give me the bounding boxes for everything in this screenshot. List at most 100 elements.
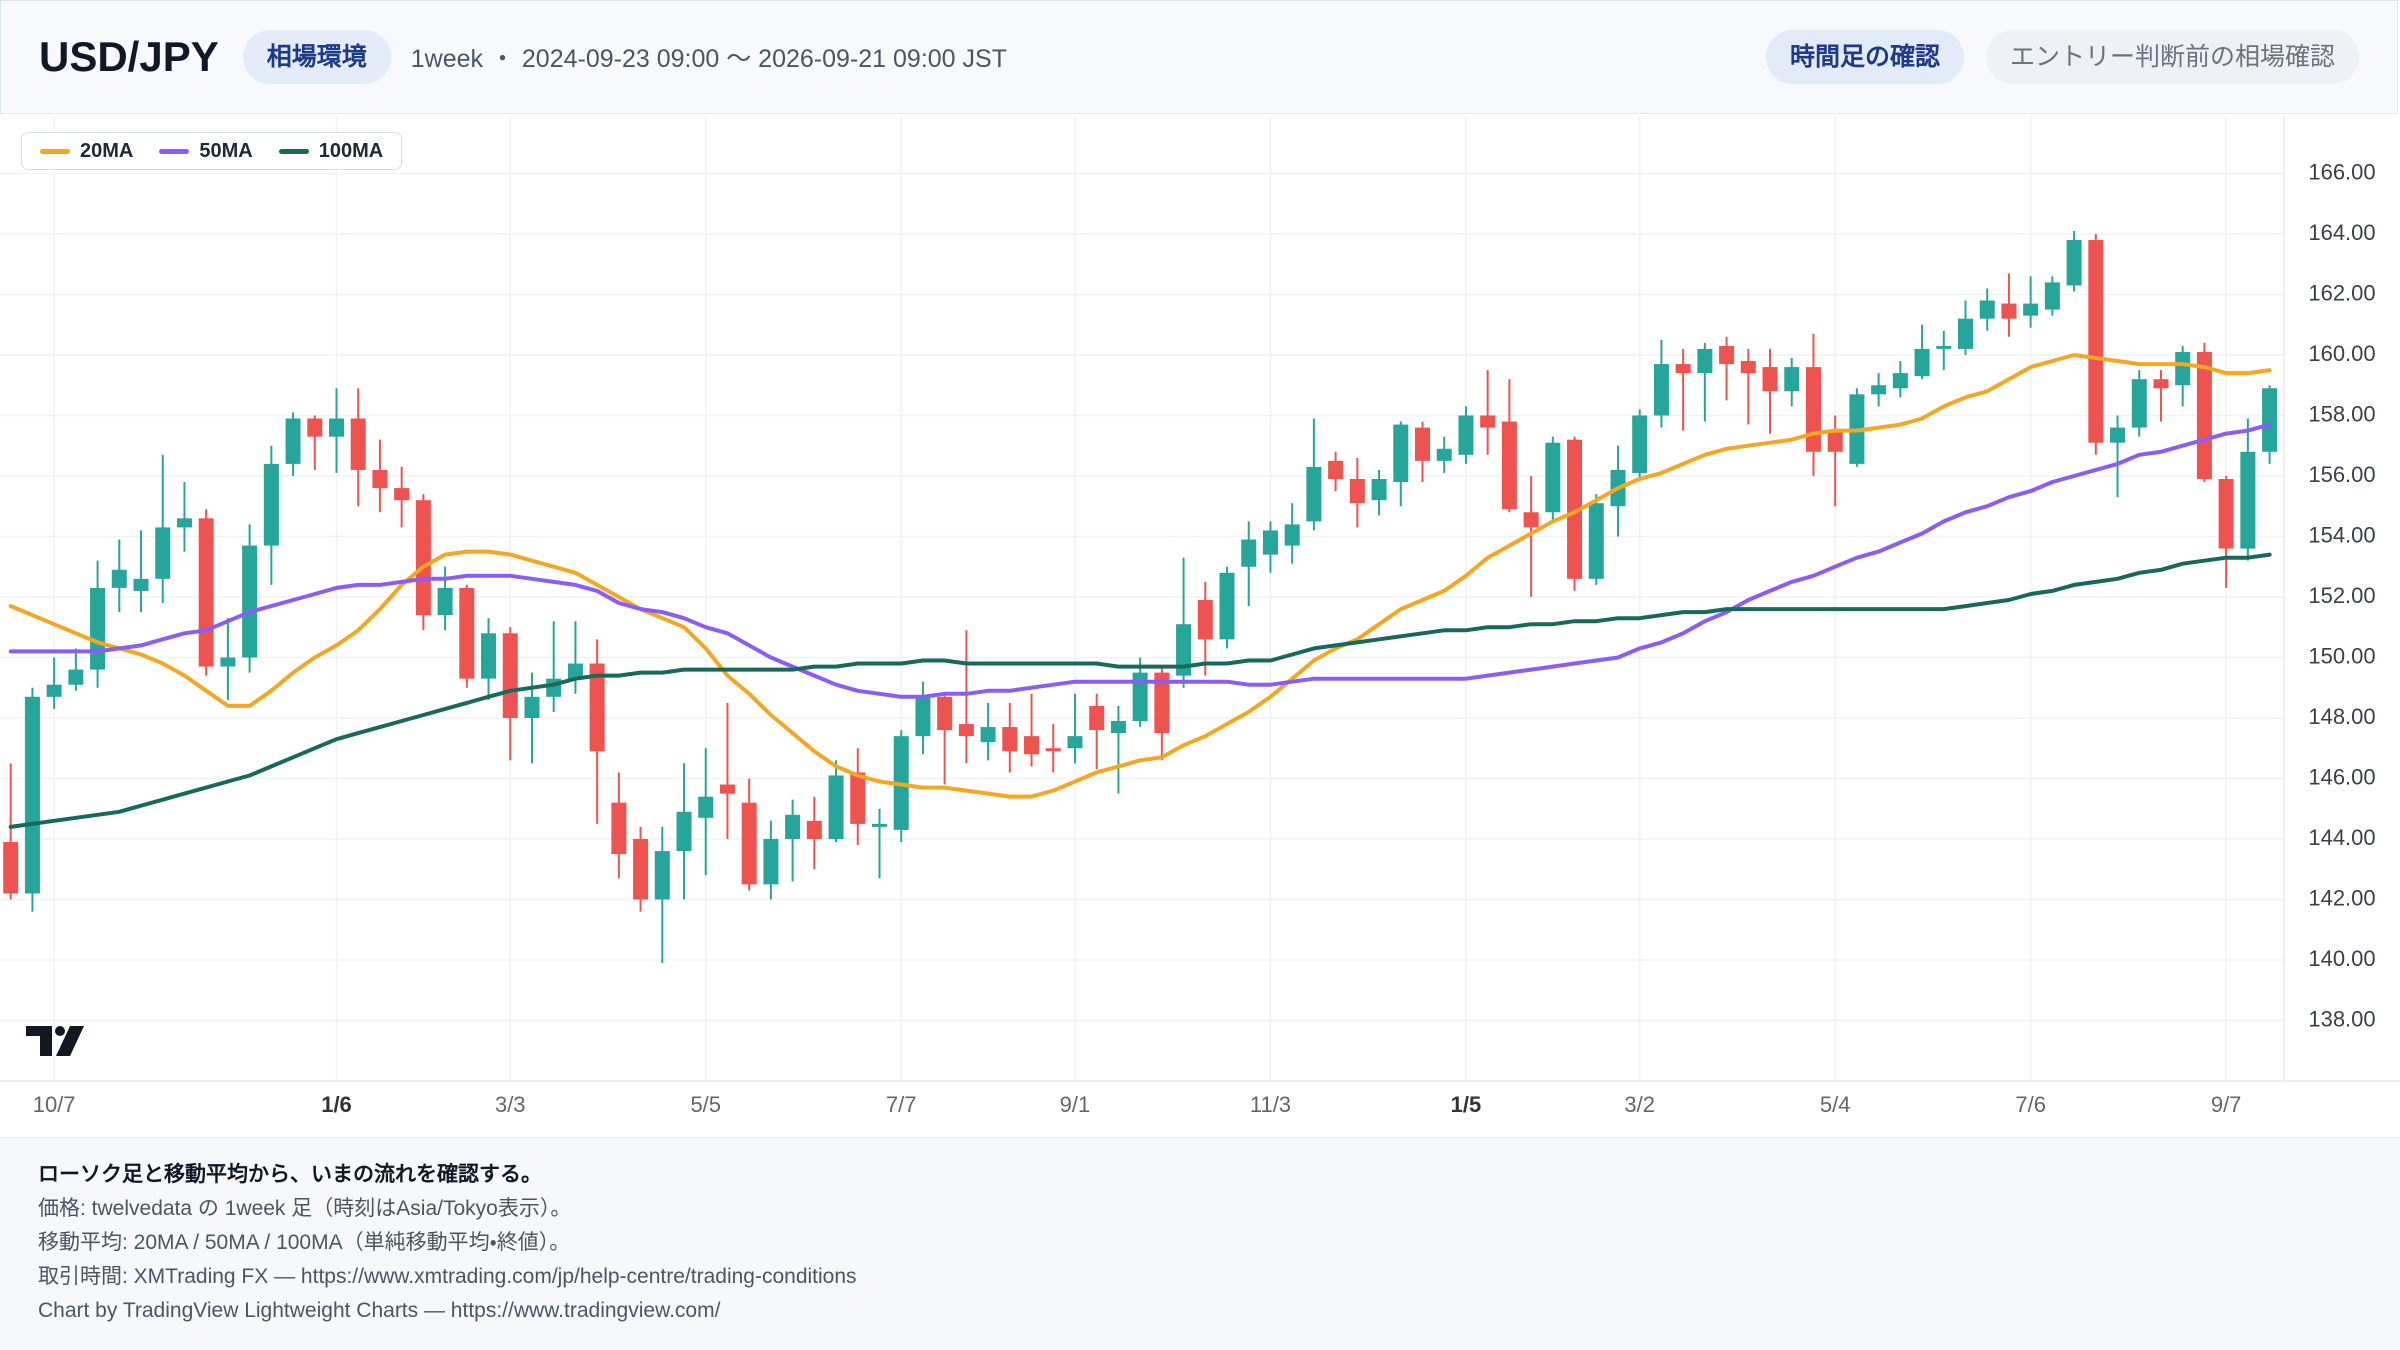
candle-body: [242, 545, 258, 658]
candle-body: [2110, 427, 2126, 443]
candle-body: [872, 823, 887, 827]
footer-line: 移動平均: 20MA / 50MA / 100MA（単純移動平均・終値）。: [38, 1231, 571, 1254]
x-tick-label: 1/6: [321, 1092, 352, 1117]
candle-body: [481, 633, 497, 679]
badge: 相場環境: [242, 30, 391, 84]
candle-body: [1089, 705, 1105, 731]
candle-body: [806, 820, 822, 839]
candle-body: [719, 784, 735, 794]
x-tick-label: 10/7: [33, 1092, 76, 1117]
y-tick-label: 142.00: [2308, 885, 2375, 910]
candle-body: [1632, 415, 1648, 473]
y-tick-label: 160.00: [2308, 341, 2375, 366]
candle-body: [1675, 364, 1691, 374]
candle-body: [2023, 303, 2039, 316]
candle-body: [1328, 460, 1344, 480]
ma-line: [8, 422, 2272, 699]
candle-body: [307, 418, 323, 437]
x-tick-label: 9/7: [2211, 1092, 2242, 1117]
candle-body: [1110, 721, 1126, 734]
ma-line: [8, 353, 2272, 799]
legend: 20MA 50MA 100MA: [21, 132, 403, 170]
y-tick-label: 138.00: [2308, 1006, 2375, 1031]
header: USD/JPY 相場環境 1week ・ 2024-09-23 09:00 〜 …: [0, 0, 2398, 114]
legend-item: 50MA: [159, 140, 253, 163]
tab[interactable]: 時間足の確認: [1765, 30, 1964, 84]
x-tick-label: 3/2: [1624, 1092, 1655, 1117]
y-tick-label: 144.00: [2308, 825, 2375, 850]
x-tick-label: 11/3: [1250, 1092, 1291, 1117]
candle-body: [1045, 748, 1061, 752]
candle-body: [2066, 240, 2082, 286]
candle-body: [1154, 672, 1170, 734]
candle-body: [2001, 303, 2017, 319]
y-tick-label: 158.00: [2308, 401, 2375, 426]
y-tick-label: 148.00: [2308, 704, 2375, 729]
candle-body: [1958, 318, 1973, 349]
candle-body: [90, 587, 106, 670]
candle-body: [850, 772, 866, 824]
candle-body: [176, 518, 192, 528]
candle-body: [111, 569, 127, 588]
y-tick-label: 154.00: [2308, 522, 2375, 547]
y-tick-label: 162.00: [2308, 280, 2375, 305]
candle-body: [1024, 736, 1040, 755]
footer-line: ローソク足と移動平均から、いまの流れを確認する。: [38, 1163, 542, 1186]
candle-body: [1002, 727, 1018, 752]
candle-body: [350, 418, 366, 470]
footer: ローソク足と移動平均から、いまの流れを確認する。 価格: twelvedata …: [0, 1137, 2400, 1350]
candle-body: [2175, 351, 2191, 386]
candle-body: [2044, 282, 2060, 310]
candle-body: [1762, 367, 1778, 392]
chart: 138.00 140.00 142.00 144.00 146.00 148.00 150.…: [0, 116, 2400, 1137]
x-tick-label: 5/4: [1820, 1092, 1851, 1117]
candle-body: [3, 842, 19, 894]
legend-swatch: [159, 148, 190, 154]
candle-body: [1262, 530, 1278, 555]
candle-body: [589, 663, 605, 752]
candle-body: [958, 724, 974, 737]
candle-body: [633, 838, 649, 900]
candle-body: [1501, 421, 1517, 510]
x-tick-label: 7/6: [2015, 1092, 2046, 1117]
candle-body: [459, 587, 475, 679]
candle-body: [263, 463, 279, 546]
candle-body: [1067, 736, 1083, 749]
x-tick-label: 3/3: [495, 1092, 526, 1117]
candle-body: [1371, 479, 1387, 501]
footer-line: 取引時間: XMTrading FX — https://www.xmtradi…: [38, 1265, 857, 1288]
footer-line: 価格: twelvedata の 1week 足（時刻はAsia/Tokyo表示…: [38, 1197, 572, 1220]
candle-body: [1349, 479, 1365, 504]
candle-body: [1892, 373, 1908, 389]
candle-body: [1523, 512, 1539, 528]
candle-body: [1719, 345, 1735, 365]
candle-body: [524, 696, 540, 718]
candle-body: [24, 696, 40, 894]
legend-item: 20MA: [40, 140, 133, 163]
candle-body: [1653, 364, 1669, 416]
candle-body: [2262, 388, 2278, 452]
tab[interactable]: エントリー判断前の相場確認: [1985, 30, 2359, 84]
y-tick-label: 140.00: [2308, 946, 2375, 971]
candle-body: [1284, 524, 1300, 546]
candle-body: [676, 811, 692, 852]
candle-body: [654, 851, 670, 900]
x-tick-label: 5/5: [690, 1092, 721, 1117]
candle-body: [437, 587, 453, 616]
y-tick-label: 166.00: [2308, 159, 2375, 184]
y-tick-label: 150.00: [2308, 643, 2375, 668]
candle-body: [698, 796, 714, 818]
legend-label: 100MA: [318, 139, 384, 162]
candle-body: [1914, 348, 1930, 377]
candle-body: [741, 802, 757, 885]
candle-body: [1567, 439, 1583, 579]
y-tick-label: 146.00: [2308, 764, 2375, 789]
candle-body: [155, 527, 171, 579]
candle-body: [2196, 351, 2212, 480]
candle-body: [937, 696, 953, 731]
candle-body: [1545, 442, 1561, 513]
candle-body: [1480, 415, 1496, 428]
legend-swatch: [278, 148, 309, 154]
candle-body: [329, 418, 344, 437]
